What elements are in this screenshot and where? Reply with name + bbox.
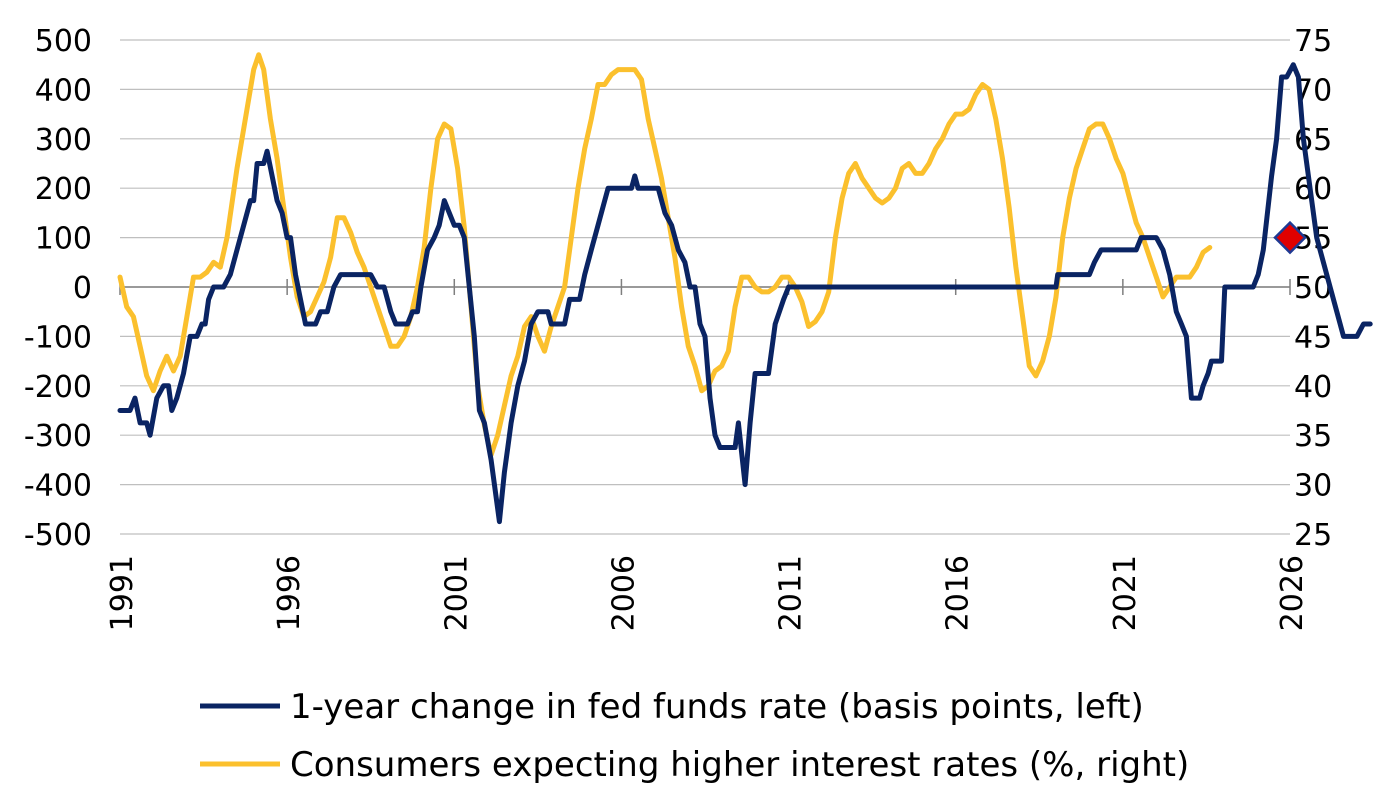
legend-item-consumers: Consumers expecting higher interest rate… bbox=[200, 745, 1189, 785]
legend-item-fed-funds: 1-year change in fed funds rate (basis p… bbox=[200, 687, 1144, 727]
x-axis: 1991 1996 2001 2006 2011 2016 2021 2026 bbox=[105, 279, 1310, 631]
x-tick-label: 2001 bbox=[439, 555, 474, 631]
left-y-axis: 500 400 300 200 100 0 -100 -200 -300 -400 -500 bbox=[24, 24, 92, 553]
left-tick-label: 0 bbox=[73, 271, 92, 306]
left-tick-label: 400 bbox=[35, 73, 92, 108]
left-tick-label: -200 bbox=[24, 370, 92, 405]
x-tick-label: 2016 bbox=[941, 555, 976, 631]
right-tick-label: 35 bbox=[1294, 419, 1332, 454]
left-tick-label: -500 bbox=[24, 518, 92, 553]
x-tick-label: 2026 bbox=[1275, 555, 1310, 631]
right-tick-label: 65 bbox=[1294, 123, 1332, 158]
annotation-marker bbox=[1273, 220, 1307, 255]
x-tick-label: 2011 bbox=[774, 555, 809, 631]
legend-label-consumers: Consumers expecting higher interest rate… bbox=[290, 745, 1189, 785]
x-tick-label: 2021 bbox=[1108, 555, 1143, 631]
left-tick-label: 500 bbox=[35, 24, 92, 59]
diamond-marker bbox=[1273, 220, 1307, 255]
right-tick-label: 75 bbox=[1294, 24, 1332, 59]
x-tick-label: 1996 bbox=[272, 555, 307, 631]
left-tick-label: 300 bbox=[35, 123, 92, 158]
left-tick-label: -400 bbox=[24, 469, 92, 504]
right-tick-label: 40 bbox=[1294, 370, 1332, 405]
series-line-fed-funds bbox=[117, 62, 1373, 525]
legend: 1-year change in fed funds rate (basis p… bbox=[200, 687, 1189, 785]
series-line-consumers bbox=[117, 52, 1213, 458]
x-tick-label: 1991 bbox=[105, 555, 140, 631]
left-tick-label: 100 bbox=[35, 222, 92, 257]
left-tick-label: 200 bbox=[35, 172, 92, 207]
left-tick-label: -300 bbox=[24, 419, 92, 454]
series-lines bbox=[117, 52, 1373, 525]
x-tick-label: 2006 bbox=[606, 555, 641, 631]
left-tick-label: -100 bbox=[24, 320, 92, 355]
legend-label-fed-funds: 1-year change in fed funds rate (basis p… bbox=[290, 687, 1144, 727]
right-tick-label: 25 bbox=[1294, 518, 1332, 553]
right-tick-label: 45 bbox=[1294, 320, 1332, 355]
right-tick-label: 30 bbox=[1294, 469, 1332, 504]
